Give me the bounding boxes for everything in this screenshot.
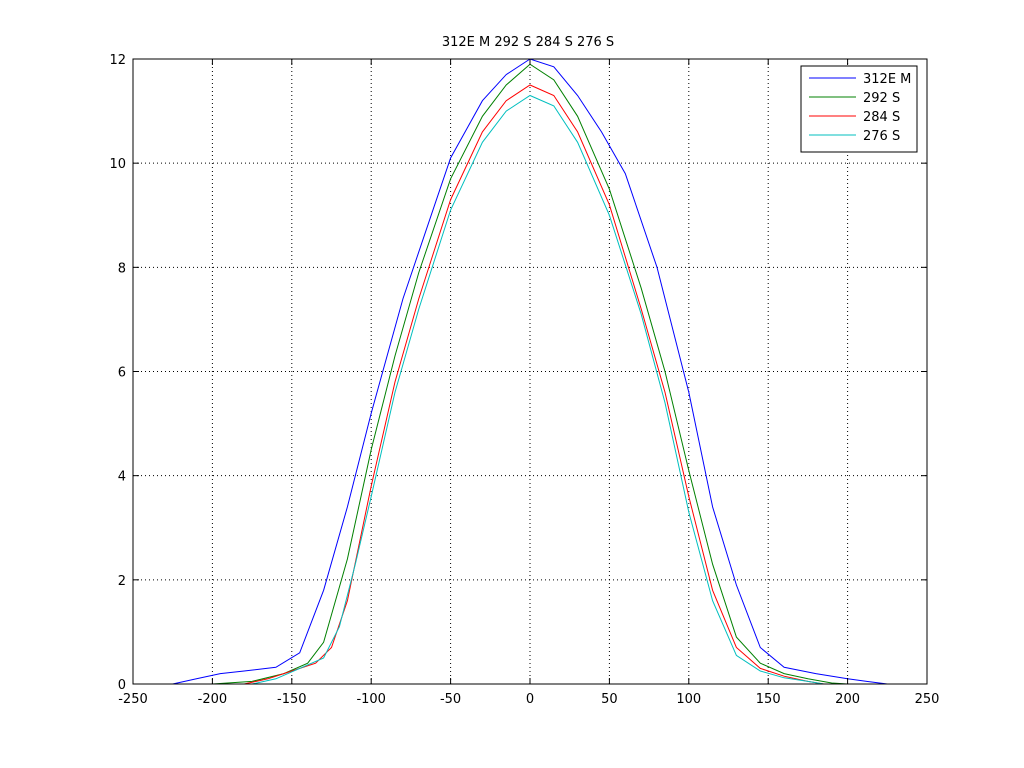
x-tick-label: -100 (356, 692, 386, 707)
series-line-284-s (244, 84, 824, 685)
y-tick-label: 10 (109, 157, 126, 172)
y-tick-label: 12 (109, 53, 126, 68)
legend-box (800, 65, 918, 153)
y-tick-label: 6 (118, 366, 126, 381)
data-series-group (172, 58, 888, 685)
x-tick-labels: -250 -200 -150 -100 -50 0 50 100 150 200 250 (118, 692, 939, 707)
x-tick-label: -250 (118, 692, 148, 707)
legend: 312E M 292 S 284 S 276 S (800, 65, 918, 153)
x-tick-label: -50 (440, 692, 461, 707)
x-tick-label: 100 (676, 692, 701, 707)
x-tick-label: 200 (835, 692, 860, 707)
legend-label: 312E M (863, 72, 911, 87)
x-tick-label: -150 (277, 692, 307, 707)
grid-lines (133, 59, 927, 684)
x-tick-label: -200 (198, 692, 228, 707)
series-line-312e-m (172, 58, 888, 685)
legend-label: 276 S (863, 129, 900, 144)
axis-ticks (132, 58, 928, 685)
legend-label: 292 S (863, 91, 900, 106)
x-tick-label: 150 (756, 692, 781, 707)
series-line-292-s (212, 63, 848, 685)
y-tick-label: 4 (118, 470, 126, 485)
x-tick-label: 0 (526, 692, 534, 707)
y-tick-labels: 0 2 4 6 8 10 12 (109, 53, 126, 693)
y-tick-label: 8 (118, 261, 126, 276)
y-tick-label: 0 (118, 678, 126, 693)
chart-title: 312E M 292 S 284 S 276 S (442, 35, 614, 50)
legend-label: 284 S (863, 110, 900, 125)
x-tick-label: 250 (915, 692, 940, 707)
x-tick-label: 50 (601, 692, 618, 707)
series-line-276-s (251, 94, 824, 685)
y-tick-label: 2 (118, 574, 126, 589)
